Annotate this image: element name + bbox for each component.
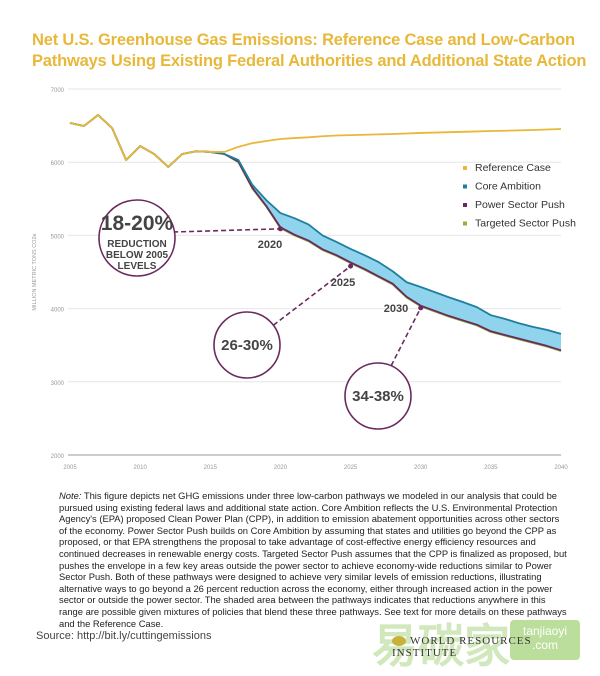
annotation-leader xyxy=(272,265,352,326)
annotation-circle xyxy=(98,199,176,277)
x-tick-label: 2005 xyxy=(63,465,77,471)
legend-label: Power Sector Push xyxy=(475,199,565,211)
emissions-chart: 2000 3000 4000 5000 6000 7000 2005 2010 2015 2020… xyxy=(32,88,576,471)
legend-marker xyxy=(463,184,467,189)
wri-logo-icon xyxy=(392,636,406,647)
annotation-point xyxy=(348,263,354,269)
note-label: Note: xyxy=(59,490,82,501)
annotation-year-label: 2025 xyxy=(331,277,355,289)
annotation-subtext: BELOW 2005 xyxy=(106,250,169,261)
watermark-site: tanjiaoyi .com xyxy=(510,620,580,660)
y-tick-label: 2000 xyxy=(51,454,65,460)
shaded-range-area xyxy=(224,154,562,352)
x-tick-label: 2025 xyxy=(344,465,358,471)
annotation-point xyxy=(277,226,283,232)
y-tick-label: 3000 xyxy=(51,381,65,387)
legend-label: Targeted Sector Push xyxy=(475,218,576,230)
annotation-percent: 34-38% xyxy=(352,388,404,405)
x-tick-label: 2035 xyxy=(484,465,498,471)
annotation-subtext: LEVELS xyxy=(118,261,157,272)
y-axis-label: MILLION METRIC TONS CO2e xyxy=(32,233,38,310)
x-tick-label: 2020 xyxy=(274,465,288,471)
y-tick-label: 6000 xyxy=(51,161,65,167)
legend-marker xyxy=(463,203,467,207)
y-tick-label: 7000 xyxy=(51,88,65,94)
y-tick-label: 4000 xyxy=(51,308,65,314)
y-tick-label: 5000 xyxy=(51,234,65,240)
wri-logo: WORLD RESOURCES INSTITUTE xyxy=(392,635,600,659)
legend-marker xyxy=(463,166,467,170)
annotation-leader xyxy=(390,307,422,367)
legend-label: Core Ambition xyxy=(475,181,541,193)
annotation-percent: 26-30% xyxy=(221,337,273,354)
note-text: This figure depicts net GHG emissions un… xyxy=(59,490,567,629)
annotation-subtext: REDUCTION xyxy=(107,239,166,250)
series-line-reference-case xyxy=(69,114,562,168)
source-link[interactable]: Source: http://bit.ly/cuttingemissions xyxy=(36,630,212,642)
x-tick-label: 2040 xyxy=(554,465,568,471)
watermark: 易碳家 xyxy=(372,620,510,672)
x-tick-label: 2010 xyxy=(133,465,147,471)
annotation-circle xyxy=(344,362,412,430)
legend-label: Reference Case xyxy=(475,162,551,174)
x-tick-label: 2030 xyxy=(414,465,428,471)
annotation-percent: 18-20% xyxy=(101,212,174,235)
annotation-year-label: 2020 xyxy=(258,239,282,251)
wri-logo-text: WORLD RESOURCES INSTITUTE xyxy=(392,635,532,659)
annotation-circle xyxy=(213,311,281,379)
annotation-year-label: 2030 xyxy=(384,303,408,315)
annotation-leader xyxy=(173,228,281,233)
x-tick-label: 2015 xyxy=(204,465,218,471)
legend-marker xyxy=(463,221,467,226)
chart-note: Note: This figure depicts net GHG emissi… xyxy=(59,490,569,629)
annotation-point xyxy=(418,305,424,311)
chart-title: Net U.S. Greenhouse Gas Emissions: Refer… xyxy=(32,31,587,70)
